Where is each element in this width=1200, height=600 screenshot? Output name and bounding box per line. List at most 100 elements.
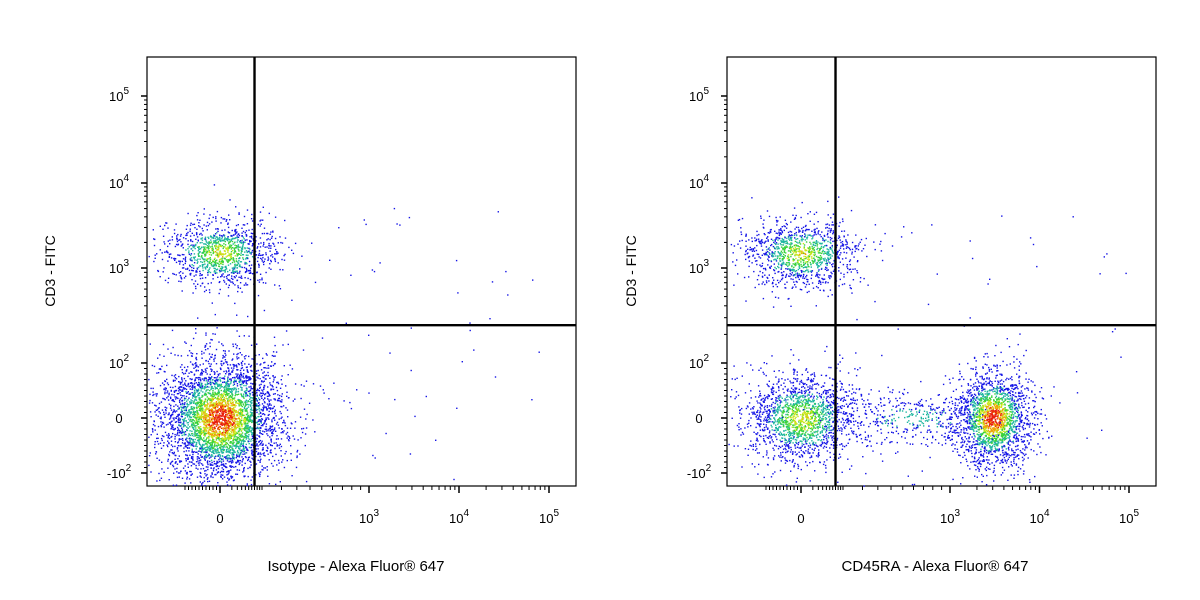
- event-dot: [165, 387, 167, 390]
- event-dot: [216, 242, 218, 244]
- event-dot: [193, 463, 196, 465]
- event-dot: [262, 390, 264, 392]
- event-dot: [262, 413, 265, 415]
- event-dot: [233, 237, 235, 240]
- event-dot: [210, 456, 212, 458]
- event-dot: [204, 263, 206, 265]
- event-dot: [189, 401, 191, 403]
- event-dot: [185, 380, 187, 382]
- event-dot: [216, 460, 218, 463]
- event-dot: [196, 233, 198, 236]
- event-dot: [220, 442, 223, 444]
- event-dot: [243, 423, 246, 425]
- event-dot: [186, 403, 188, 406]
- event-dot: [208, 251, 211, 253]
- event-dot: [218, 431, 221, 433]
- event-dot: [205, 377, 207, 379]
- event-dot: [229, 465, 231, 468]
- event-dot: [201, 445, 203, 447]
- event-dot: [174, 468, 176, 470]
- event-dot: [190, 253, 193, 255]
- event-dot: [214, 260, 217, 262]
- event-dot: [236, 394, 239, 396]
- event-dot: [233, 414, 235, 416]
- event-dot: [186, 440, 188, 442]
- event-dot: [225, 409, 227, 411]
- event-dot: [288, 397, 290, 399]
- event-dot: [227, 417, 230, 419]
- event-dot: [232, 438, 234, 441]
- event-dot: [250, 382, 252, 385]
- event-dot: [227, 409, 229, 411]
- event-dot: [167, 227, 169, 229]
- event-dot: [245, 423, 247, 425]
- event-dot: [243, 475, 245, 477]
- event-dot: [242, 395, 244, 398]
- event-dot: [261, 418, 264, 421]
- event-dot: [237, 236, 240, 238]
- event-dot: [205, 343, 208, 345]
- event-dot: [221, 412, 223, 414]
- event-dot: [208, 439, 210, 441]
- event-dot: [216, 442, 218, 444]
- event-dot: [224, 434, 226, 436]
- event-dot: [225, 439, 227, 442]
- event-dot: [240, 383, 243, 386]
- event-dot: [186, 473, 188, 475]
- event-dot: [258, 435, 261, 437]
- event-dot: [185, 228, 188, 230]
- event-dot: [265, 425, 267, 428]
- event-dot: [252, 433, 254, 435]
- event-dot: [238, 348, 241, 350]
- event-dot: [251, 427, 253, 429]
- event-dot: [248, 376, 250, 378]
- event-dot: [233, 234, 235, 236]
- event-dot: [234, 428, 237, 430]
- event-dot: [188, 253, 191, 255]
- event-dot: [196, 476, 199, 478]
- event-dot: [250, 252, 252, 254]
- event-dot: [199, 475, 201, 477]
- event-dot: [201, 432, 204, 434]
- event-dot: [166, 250, 168, 252]
- event-dot: [215, 405, 217, 408]
- event-dot: [264, 455, 266, 457]
- event-dot: [183, 397, 186, 399]
- event-dot: [184, 443, 186, 445]
- event-dot: [172, 272, 174, 275]
- event-dot: [205, 389, 208, 391]
- event-dot: [235, 264, 237, 267]
- event-dot: [249, 411, 252, 413]
- event-dot: [172, 426, 174, 429]
- event-dot: [263, 241, 265, 244]
- event-dot: [272, 455, 274, 458]
- event-dot: [258, 410, 261, 412]
- event-dot: [274, 399, 276, 401]
- event-dot: [166, 434, 168, 436]
- event-dot: [192, 393, 195, 395]
- event-dot: [149, 343, 151, 345]
- event-dot: [222, 234, 225, 236]
- event-dot: [245, 250, 248, 252]
- event-dot: [208, 268, 210, 271]
- event-dot: [181, 429, 184, 431]
- event-dot: [226, 393, 228, 395]
- event-dot: [236, 252, 238, 255]
- event-dot: [245, 366, 248, 369]
- event-dot: [265, 271, 267, 274]
- event-dot: [214, 267, 216, 270]
- event-dot: [178, 239, 180, 241]
- event-dot: [230, 430, 232, 432]
- event-dot: [244, 363, 246, 365]
- event-dot: [150, 416, 152, 418]
- event-dot: [198, 222, 200, 224]
- event-dot: [212, 236, 215, 238]
- event-dot: [199, 374, 202, 376]
- event-dot: [214, 271, 217, 273]
- event-dot: [211, 455, 214, 457]
- event-dot: [243, 439, 245, 442]
- event-dot: [227, 439, 230, 442]
- event-dot: [220, 404, 222, 406]
- event-dot: [248, 427, 250, 429]
- event-dot: [199, 378, 202, 380]
